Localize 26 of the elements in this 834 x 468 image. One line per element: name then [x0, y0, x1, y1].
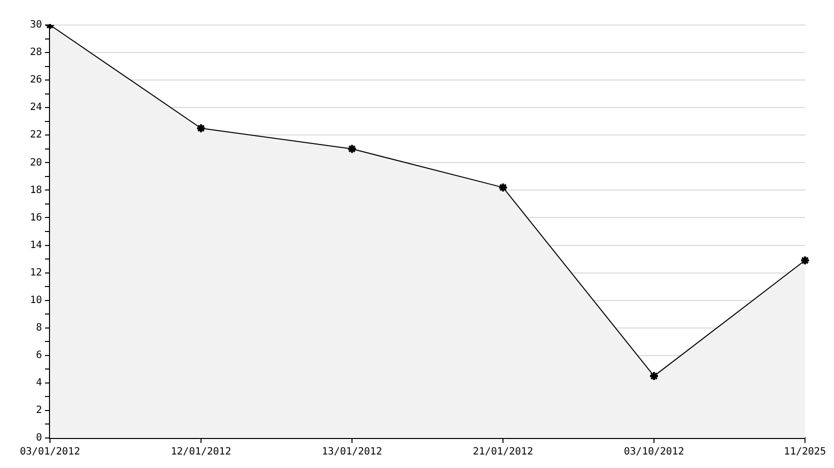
y-tick-label: 18: [30, 184, 42, 196]
y-tick-label: 24: [30, 102, 42, 114]
x-tick-label: 11/2025: [784, 446, 826, 458]
x-tick-label: 13/01/2012: [322, 446, 382, 458]
y-tick-label: 12: [30, 267, 42, 278]
y-tick-label: 4: [36, 378, 42, 389]
y-tick-label: 0: [36, 432, 42, 444]
y-tick-label: 20: [30, 157, 42, 168]
point: [196, 123, 206, 134]
x-tick-label: 21/01/2012: [472, 446, 534, 458]
y-tick-label: 14: [30, 240, 42, 251]
point: [498, 182, 508, 192]
x-tick-label: 03/10/2012: [624, 446, 684, 458]
x-tick-label: 03/01/2012: [20, 446, 80, 458]
y-tick-label: 26: [30, 74, 42, 86]
y-tick-label: 8: [36, 322, 42, 334]
y-tick-label: 10: [30, 294, 42, 306]
y-tick-label: 2: [36, 405, 42, 416]
y-tick-label: 28: [30, 47, 42, 58]
y-tick-label: 22: [30, 130, 42, 141]
x-tick-label: 12/01/2012: [170, 446, 232, 458]
point: [347, 144, 357, 154]
y-tick-label: 6: [36, 350, 42, 361]
point: [649, 371, 659, 382]
y-tick-label: 30: [30, 20, 42, 31]
y-tick-label: 16: [30, 212, 42, 224]
